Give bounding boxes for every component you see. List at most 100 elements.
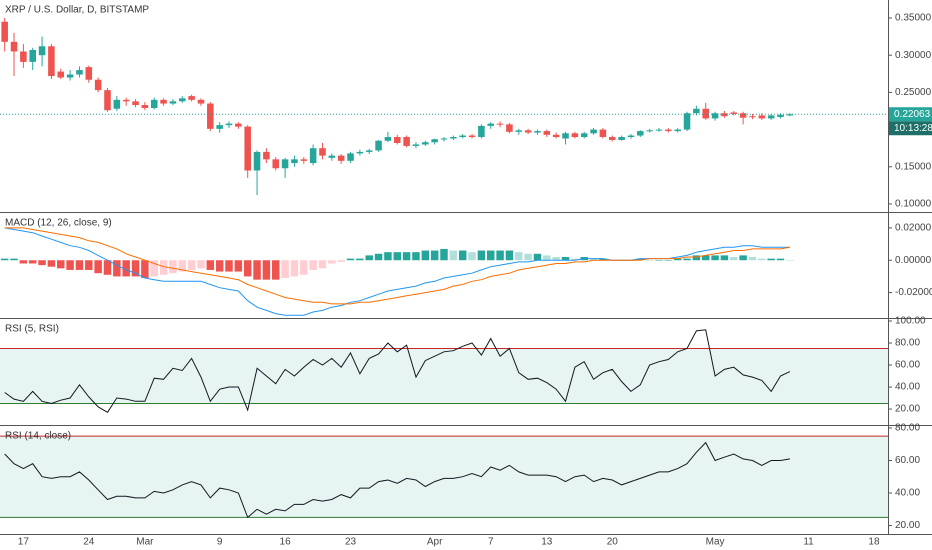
y-tick-label: 100.00 [895, 316, 926, 327]
candle-body [580, 133, 588, 138]
macd-line [4, 227, 790, 305]
candle-body [328, 155, 336, 158]
candle-body [76, 70, 83, 75]
candle-body [777, 114, 784, 117]
candle-body [515, 130, 523, 132]
candle-body [169, 101, 177, 104]
histogram-bar [356, 258, 364, 261]
histogram-bar [636, 258, 645, 261]
candle-body [356, 151, 364, 154]
histogram-bar [290, 260, 299, 277]
candle-body [225, 123, 233, 126]
histogram-bar [28, 260, 37, 264]
x-tick-label: 18 [868, 537, 880, 548]
y-tick-label: 80.00 [895, 423, 920, 434]
candle-body [150, 99, 158, 109]
y-tick-label: 40.00 [895, 382, 920, 393]
pane-title: XRP / U.S. Dollar, D, BITSTAMP [5, 5, 149, 16]
histogram-bar [10, 258, 18, 261]
histogram-bar [767, 258, 775, 261]
pane-title: RSI (14, close) [5, 431, 71, 442]
histogram-bar [543, 255, 551, 261]
candle-body [235, 123, 242, 127]
y-tick-label: 60.00 [895, 360, 920, 371]
y-tick-label: 0.35000 [895, 13, 932, 24]
candle-body [272, 159, 280, 169]
histogram-bar [599, 258, 607, 261]
histogram-bar [720, 255, 729, 261]
histogram-bar [561, 257, 570, 261]
histogram-bar [103, 260, 112, 275]
histogram-bar [337, 260, 345, 262]
histogram-bar [458, 250, 467, 261]
candle-body [29, 49, 36, 62]
candle-body [375, 140, 382, 151]
candle-body [665, 129, 672, 132]
x-tick-label: 24 [83, 537, 95, 548]
y-tick-label: 80.00 [895, 338, 920, 349]
histogram-bar [328, 260, 336, 264]
histogram-bar [346, 258, 355, 261]
histogram-bar [122, 260, 130, 277]
histogram-bar [468, 252, 476, 261]
histogram-bar [786, 260, 794, 261]
histogram-bar [552, 257, 560, 261]
histogram-bar [533, 253, 542, 261]
histogram-bar [253, 260, 261, 280]
histogram-bar [758, 258, 766, 261]
histogram-bar [281, 260, 289, 279]
candle-body [618, 137, 625, 140]
histogram-bar [318, 260, 327, 269]
candle-body [337, 155, 345, 161]
candle-body [122, 99, 130, 102]
y-tick-label: 60.00 [895, 455, 920, 466]
candle-body [655, 129, 663, 131]
candle-body [683, 113, 691, 130]
histogram-bar [169, 260, 177, 274]
histogram-bar [683, 258, 691, 261]
histogram-bar [776, 258, 785, 261]
x-tick-label: 20 [607, 537, 619, 548]
candle-body [702, 108, 709, 119]
histogram-bar [215, 260, 224, 272]
histogram-bar [159, 260, 168, 275]
last-price-box [889, 107, 932, 122]
histogram-bar [38, 260, 46, 266]
histogram-bar [664, 260, 673, 261]
histogram-bar [178, 260, 187, 272]
candle-body [506, 124, 513, 132]
x-tick-label: 7 [488, 537, 494, 548]
histogram-bar [85, 260, 93, 270]
histogram-bar [701, 255, 710, 261]
histogram-bar [374, 253, 383, 261]
y-tick-label: 0.02000 [895, 223, 932, 234]
candle-body [10, 41, 18, 52]
last-price-label: 0.22063 [894, 109, 931, 120]
x-tick-label: 13 [541, 537, 553, 548]
candle-body [244, 126, 251, 171]
candle-body [552, 134, 560, 138]
countdown-box [889, 121, 932, 136]
histogram-bar [486, 250, 495, 261]
candle-body [132, 101, 139, 106]
candle-body [496, 123, 504, 125]
histogram-bar [272, 260, 280, 280]
histogram-bar [393, 252, 402, 261]
y-tick-label: 20.00 [895, 520, 920, 531]
x-tick-label: Mar [136, 537, 154, 548]
candle-body [104, 90, 111, 111]
candle-body [543, 131, 551, 135]
histogram-bar [711, 255, 719, 261]
candle-body [20, 51, 27, 62]
candle-body [534, 131, 541, 133]
y-tick-label: 0.10000 [895, 199, 932, 210]
candle-body [253, 151, 261, 171]
histogram-bar [47, 260, 56, 267]
x-tick-label: 17 [18, 537, 30, 548]
histogram-bar [748, 257, 757, 261]
candle-body [291, 159, 298, 164]
y-tick-label: 0.30000 [895, 50, 932, 61]
candle-body [384, 137, 392, 141]
histogram-bar [94, 260, 102, 274]
histogram-bar [673, 258, 682, 261]
